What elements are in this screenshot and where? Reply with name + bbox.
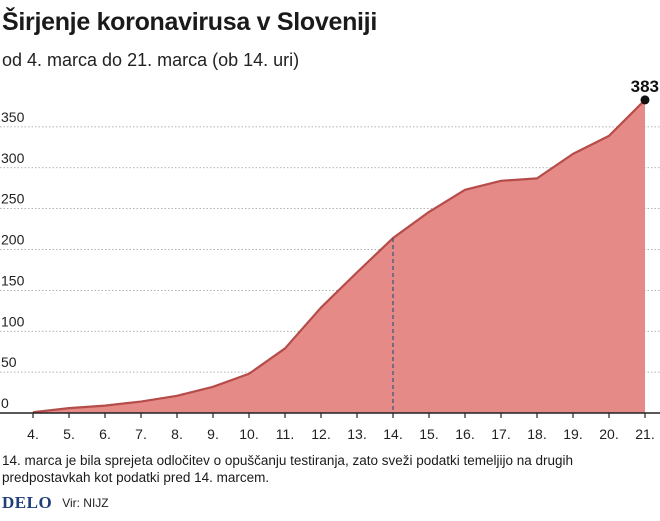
y-tick-350: 350 — [1, 109, 25, 125]
y-tick-0: 0 — [1, 395, 9, 411]
x-tick-6: 6. — [99, 426, 111, 442]
x-tick-19: 19. — [563, 426, 582, 442]
x-tick-9: 9. — [207, 426, 219, 442]
area-fill — [33, 99, 645, 414]
series-line — [32, 99, 646, 414]
x-tick-16: 16. — [455, 426, 474, 442]
chart-title: Širjenje koronavirusa v Sloveniji — [2, 8, 377, 36]
x-axis — [0, 412, 660, 418]
peak-dot — [640, 95, 650, 105]
delo-logo: DELO — [2, 493, 53, 512]
x-tick-17: 17. — [491, 426, 510, 442]
x-tick-10: 10. — [239, 426, 258, 442]
x-tick-15: 15. — [419, 426, 438, 442]
chart-subtitle: od 4. marca do 21. marca (ob 14. uri) — [2, 50, 300, 70]
chart-note: 14. marca je bila sprejeta odločitev o o… — [2, 453, 574, 485]
y-tick-labels: 0 50 100 150 200 250 300 350 — [1, 109, 25, 411]
x-tick-labels: 4. 5. 6. 7. 8. 9. 10. 11. 12. 13. 14. 15. 16. 17. 18. 1… — [27, 426, 655, 442]
x-tick-20: 20. — [599, 426, 618, 442]
y-tick-150: 150 — [1, 272, 25, 288]
peak-label: 383 — [631, 77, 659, 96]
x-tick-8: 8. — [171, 426, 183, 442]
y-tick-200: 200 — [1, 232, 25, 248]
area-layer — [32, 99, 646, 414]
footer: DELO Vir: NIJZ — [2, 493, 109, 513]
peak-layer: 383 — [631, 77, 659, 105]
x-tick-14: 14. — [383, 426, 402, 442]
y-tick-50: 50 — [1, 354, 17, 370]
x-tick-21: 21. — [635, 426, 654, 442]
area-chart: 0 50 100 150 200 250 300 350 4. 5. 6. 7. 8. 9. 10. 11.… — [0, 77, 660, 442]
x-tick-13: 13. — [347, 426, 366, 442]
x-tick-18: 18. — [527, 426, 546, 442]
x-tick-4: 4. — [27, 426, 39, 442]
x-tick-5: 5. — [63, 426, 75, 442]
y-tick-100: 100 — [1, 313, 25, 329]
y-tick-300: 300 — [1, 150, 25, 166]
y-tick-250: 250 — [1, 191, 25, 207]
x-tick-12: 12. — [311, 426, 330, 442]
x-tick-11: 11. — [276, 426, 294, 442]
x-tick-7: 7. — [135, 426, 147, 442]
source-text: Vir: NIJZ — [62, 496, 109, 510]
